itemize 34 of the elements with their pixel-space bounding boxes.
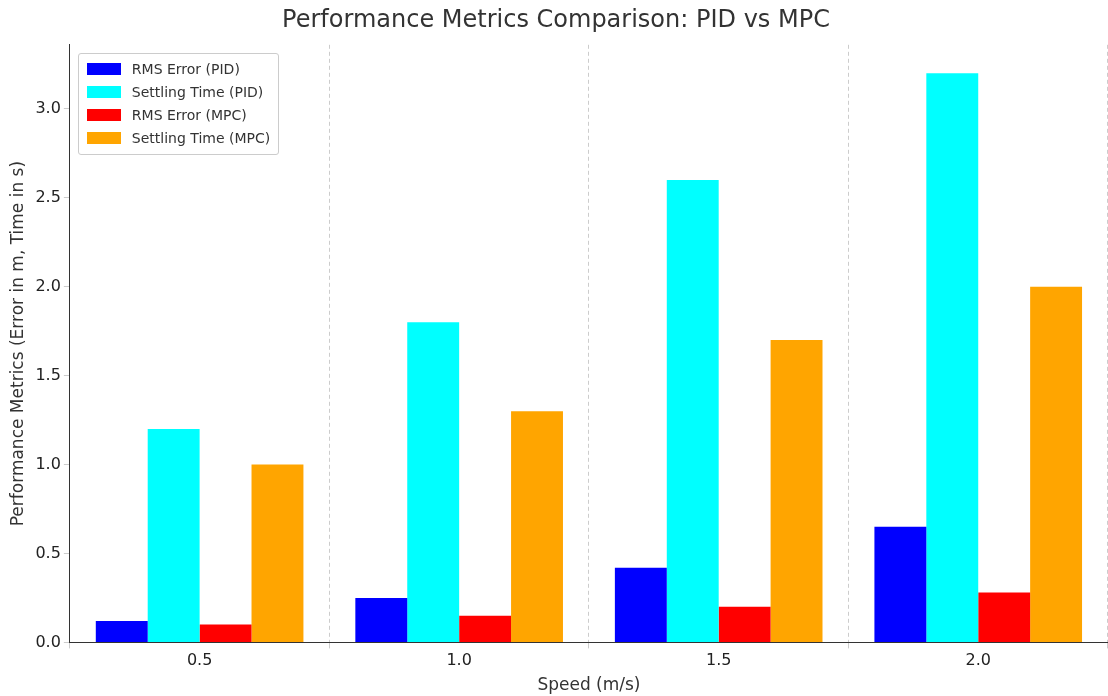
x-tick-label: 1.0	[446, 650, 472, 670]
y-tick-label: 1.0	[35, 453, 61, 473]
y-tick-label: 2.5	[35, 186, 61, 206]
bar	[1030, 286, 1083, 642]
bar	[199, 624, 252, 642]
bar	[407, 322, 460, 642]
bar	[251, 464, 304, 642]
bar	[147, 428, 200, 642]
bar	[718, 606, 771, 642]
bar	[459, 615, 512, 642]
y-tick-label: 0.0	[35, 631, 61, 651]
bar	[614, 567, 667, 642]
legend-label: Settling Time (MPC)	[131, 130, 271, 147]
x-axis-title: Speed (m/s)	[537, 674, 641, 695]
bar	[666, 179, 719, 642]
bar	[95, 621, 148, 642]
x-tick-label: 0.5	[186, 650, 213, 670]
y-axis-title: Performance Metrics (Error in m, Time in s)	[6, 160, 27, 527]
bar	[926, 73, 979, 642]
legend-label: Settling Time (PID)	[131, 84, 264, 101]
y-tick-label: 3.0	[35, 97, 61, 117]
bar	[874, 526, 927, 642]
y-tick-label: 2.0	[35, 275, 61, 295]
y-tick-label: 1.5	[35, 364, 61, 384]
bar	[770, 340, 823, 642]
bar	[978, 592, 1031, 642]
y-tick-label: 0.5	[35, 542, 61, 562]
chart-title: Performance Metrics Comparison: PID vs MPC	[282, 4, 830, 33]
bar	[511, 411, 563, 642]
x-tick-label: 1.5	[705, 650, 732, 670]
legend-label: RMS Error (PID)	[131, 61, 240, 78]
x-tick-label: 2.0	[965, 650, 991, 670]
bar	[355, 597, 408, 642]
legend-label: RMS Error (MPC)	[131, 107, 247, 124]
